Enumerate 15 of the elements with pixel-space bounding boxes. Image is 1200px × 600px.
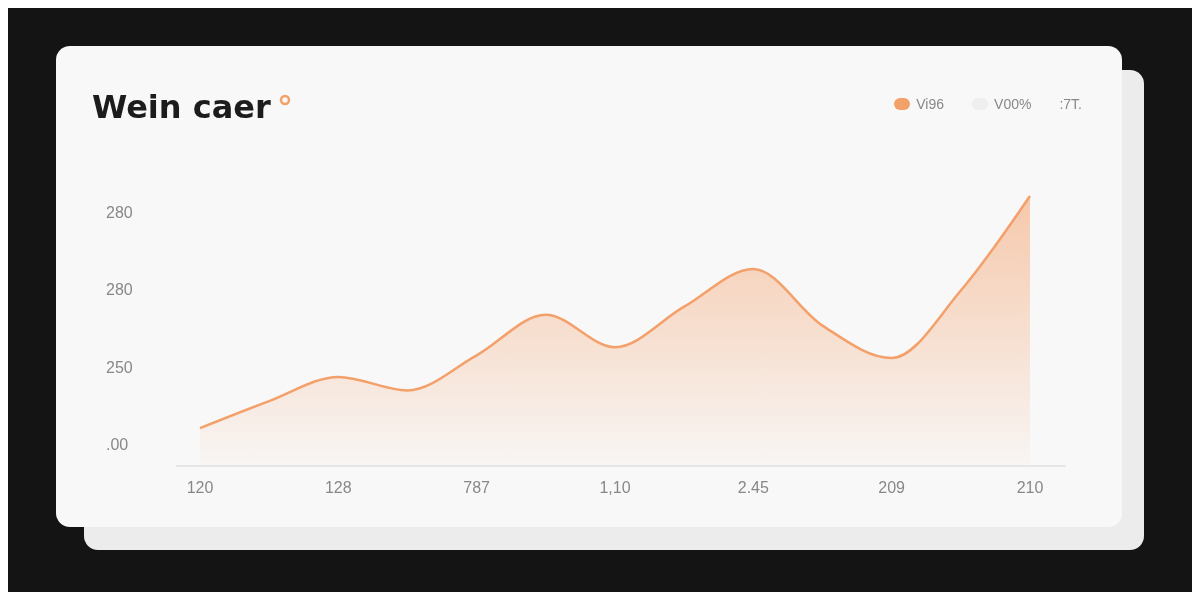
text: 250 <box>106 358 133 377</box>
x-tick-label: 210 <box>1016 479 1044 497</box>
chart-title: Wein caer <box>92 88 271 126</box>
x-tick-label: 120 <box>186 479 214 497</box>
text: 280 <box>106 204 133 222</box>
legend-label: V00% <box>993 96 1032 112</box>
x-tick-label: 787 <box>463 479 491 497</box>
text: :7T. <box>1059 96 1082 112</box>
x-tick-label: 2.45 <box>737 479 770 497</box>
legend-label: Vi96 <box>915 96 945 112</box>
x-tick-label: 128 <box>324 479 352 497</box>
text: 280 <box>106 281 133 300</box>
text: .00 <box>106 435 130 454</box>
x-tick-label: 1,10 <box>599 479 631 497</box>
x-tick-label: 209 <box>878 479 906 497</box>
